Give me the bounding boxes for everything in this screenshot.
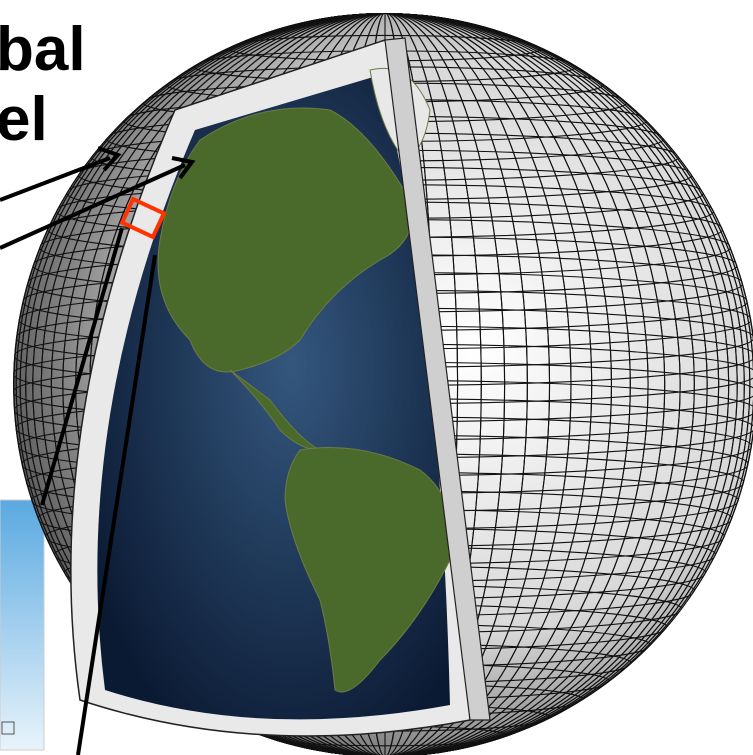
meridian-line (19, 13, 751, 755)
panel-icon (1, 721, 15, 735)
highlight-cell (119, 196, 167, 240)
meridian-line (25, 13, 745, 755)
meridian-line (13, 13, 753, 755)
meridian-line (50, 13, 720, 755)
meridian-line (62, 13, 708, 755)
label-line3: l (0, 160, 3, 229)
continents (157, 67, 453, 693)
side-panel (0, 499, 45, 751)
cut-edge (384, 37, 491, 721)
arrows (0, 146, 196, 755)
meridian-line (32, 13, 738, 755)
meridian-line (15, 13, 753, 755)
label-line2: el (0, 85, 48, 154)
meridian-line (40, 13, 730, 755)
label-line1: bal (0, 15, 86, 84)
